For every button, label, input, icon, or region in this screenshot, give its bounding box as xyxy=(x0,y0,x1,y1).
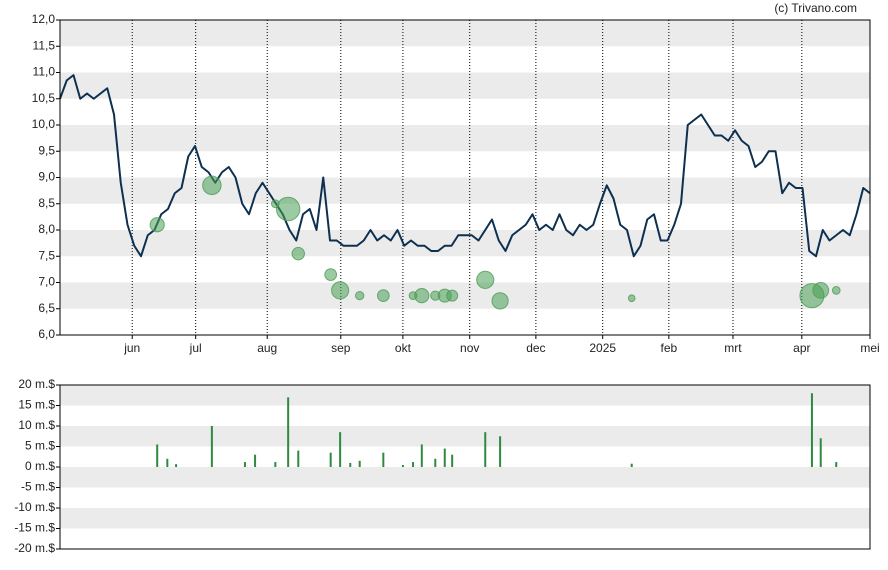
y-tick-label: -5 m.$ xyxy=(21,480,55,494)
volume-bar xyxy=(819,438,822,467)
trade-bubble xyxy=(202,175,222,196)
y-tick-label: 11,5 xyxy=(33,38,56,52)
volume-bar xyxy=(166,458,169,467)
volume-bar xyxy=(156,444,159,467)
trade-bubble xyxy=(275,196,301,222)
y-tick-label: 6,5 xyxy=(38,301,55,315)
y-tick-label: -15 m.$ xyxy=(14,521,55,535)
y-tick-label: 11,0 xyxy=(33,65,56,79)
y-tick-label: 10,0 xyxy=(32,117,56,131)
trade-bubble xyxy=(149,217,165,233)
x-tick-label: aug xyxy=(257,341,277,355)
trade-bubble xyxy=(376,289,390,302)
grid-band xyxy=(60,72,870,99)
plot-frame xyxy=(59,384,871,550)
x-tick-label: dec xyxy=(526,341,545,355)
source-credit: (c) Trivano.com xyxy=(774,1,857,15)
volume-bar xyxy=(254,454,257,467)
y-tick-label: 8,0 xyxy=(38,222,55,236)
volume-bar xyxy=(382,452,385,467)
trade-bubble xyxy=(355,290,365,301)
y-tick-label: -20 m.$ xyxy=(14,541,55,555)
volume-bar xyxy=(499,436,502,467)
volume-bar xyxy=(339,432,342,467)
grid-band xyxy=(60,467,870,488)
volume-bar xyxy=(274,462,277,467)
volume-bar xyxy=(443,448,446,467)
y-tick-label: 12,0 xyxy=(32,12,56,26)
trade-bubble xyxy=(324,268,338,281)
y-tick-label: 10,5 xyxy=(32,91,56,105)
y-tick-label: 5 m.$ xyxy=(25,439,55,453)
grid-band xyxy=(60,426,870,447)
volume-bar xyxy=(287,397,290,467)
x-tick-label: 2025 xyxy=(589,341,616,355)
grid-band xyxy=(60,385,870,406)
y-tick-label: 15 m.$ xyxy=(18,398,55,412)
grid-band xyxy=(60,282,870,309)
x-tick-label: mrt xyxy=(724,341,742,355)
volume-bar xyxy=(358,460,361,467)
trade-bubble xyxy=(831,286,841,295)
y-tick-label: 8,5 xyxy=(38,196,55,210)
y-tick-label: 9,0 xyxy=(38,170,55,184)
trade-bubble xyxy=(627,294,636,303)
volume-bar xyxy=(451,454,454,467)
volume-bar xyxy=(210,426,213,467)
plot-frame xyxy=(59,19,871,336)
y-tick-label: 7,0 xyxy=(38,275,55,289)
volume-bar xyxy=(412,462,415,467)
grid-band xyxy=(60,20,870,47)
x-tick-label: mei xyxy=(860,341,879,355)
y-tick-label: 10 m.$ xyxy=(18,418,55,432)
trade-bubble xyxy=(291,246,305,261)
x-tick-label: jul xyxy=(189,341,202,355)
x-tick-label: nov xyxy=(460,341,479,355)
grid-band xyxy=(60,230,870,257)
x-tick-label: okt xyxy=(395,341,412,355)
x-tick-label: apr xyxy=(793,341,810,355)
volume-bar xyxy=(630,463,633,467)
volume-bar xyxy=(484,432,487,467)
trade-bubble xyxy=(446,289,459,302)
trade-bubble xyxy=(491,292,509,310)
volume-bar xyxy=(243,462,246,467)
y-tick-label: -10 m.$ xyxy=(14,500,55,514)
volume-bar xyxy=(401,464,404,467)
grid-band xyxy=(60,508,870,529)
y-tick-label: 20 m.$ xyxy=(18,377,55,391)
volume-bar xyxy=(349,462,352,467)
y-tick-label: 9,5 xyxy=(38,143,55,157)
x-tick-label: feb xyxy=(661,341,678,355)
trade-bubble xyxy=(812,281,830,299)
y-tick-label: 0 m.$ xyxy=(25,459,55,473)
x-tick-label: sep xyxy=(331,341,351,355)
trade-bubble xyxy=(331,281,350,300)
volume-bar xyxy=(175,464,178,467)
volume-bar xyxy=(810,393,813,467)
trade-bubble xyxy=(414,288,430,304)
y-tick-label: 6,0 xyxy=(38,327,55,341)
volume-bar xyxy=(297,450,300,467)
trade-bubble xyxy=(476,270,495,289)
grid-band xyxy=(60,177,870,204)
y-tick-label: 7,5 xyxy=(38,248,55,262)
volume-bar xyxy=(420,444,423,467)
volume-bar xyxy=(835,462,838,467)
volume-bar xyxy=(329,452,332,467)
price-line xyxy=(59,74,871,258)
x-tick-label: jun xyxy=(123,341,140,355)
volume-bar xyxy=(434,458,437,467)
